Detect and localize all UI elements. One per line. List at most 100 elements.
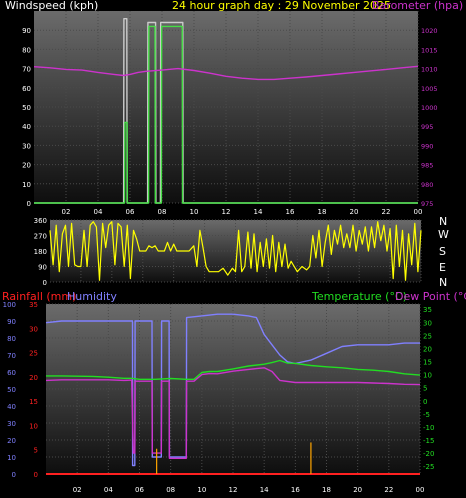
humidity-y-tick-label: 80 — [7, 335, 16, 343]
temp-x-tick-label: 14 — [260, 486, 269, 494]
temp-x-tick-label: 04 — [104, 486, 113, 494]
series-gust — [34, 25, 418, 204]
barometer-y-tick-label: 1000 — [421, 104, 438, 112]
direction-y-tick-label: 270 — [34, 233, 47, 241]
series-wind-direction — [49, 221, 422, 281]
wind-x-tick-label: 20 — [350, 208, 359, 216]
humidity-y-tick-label: 30 — [7, 420, 16, 428]
wind-x-tick-label: 22 — [382, 208, 391, 216]
humidity-y-tick-label: 40 — [7, 403, 16, 411]
direction-y-tick-label: 90 — [38, 264, 47, 272]
temperature-y-tick-label: -20 — [423, 450, 434, 458]
barometer-y-tick-label: 995 — [421, 123, 433, 131]
temperature-y-tick-label: 5 — [423, 385, 427, 393]
temperature-y-tick-label: -15 — [423, 437, 434, 445]
compass-e: E — [439, 261, 446, 274]
wind-x-tick-label: 16 — [286, 208, 295, 216]
wind-x-tick-label: 04 — [94, 208, 103, 216]
temp-x-tick-label: 08 — [166, 486, 175, 494]
humidity-y-tick-label: 10 — [7, 454, 16, 462]
barometer-y-tick-label: 1015 — [421, 46, 438, 54]
windspeed-axis-label: Windspeed (kph) — [5, 0, 98, 12]
series-dew-point-c — [45, 367, 421, 459]
windspeed-y-tick-label: 0 — [27, 200, 31, 208]
rainfall-y-tick-label: 15 — [29, 398, 38, 406]
wind-x-tick-label: 10 — [190, 208, 199, 216]
humidity-y-tick-label: 60 — [7, 369, 16, 377]
windspeed-y-tick-label: 80 — [22, 46, 31, 54]
compass-n-bottom: N — [439, 276, 447, 289]
temp-x-tick-label: 02 — [73, 486, 82, 494]
barometer-y-tick-label: 985 — [421, 162, 433, 170]
temperature-y-tick-label: 30 — [423, 319, 432, 327]
rainfall-y-tick-label: 25 — [29, 350, 38, 358]
humidity-y-tick-label: 50 — [7, 386, 16, 394]
dewpoint-axis-label: Dew Point (°C) — [395, 290, 466, 303]
series-barometer — [33, 65, 419, 81]
temp-x-tick-label: 12 — [229, 486, 238, 494]
wind-x-tick-label: 14 — [254, 208, 263, 216]
rainfall-y-tick-label: 10 — [29, 422, 38, 430]
humidity-y-tick-label: 100 — [3, 301, 16, 309]
windspeed-y-tick-label: 70 — [22, 66, 31, 74]
windspeed-y-tick-label: 40 — [22, 123, 31, 131]
wind-x-tick-label: 18 — [318, 208, 327, 216]
barometer-y-tick-label: 975 — [421, 200, 433, 208]
temperature-y-tick-label: -10 — [423, 424, 434, 432]
temp-x-tick-label: 22 — [384, 486, 393, 494]
barometer-y-tick-label: 1005 — [421, 85, 438, 93]
temperature-axis-label: Temperature (°C) — [311, 290, 407, 303]
windspeed-y-tick-label: 10 — [22, 181, 31, 189]
humidity-y-tick-label: 0 — [12, 471, 16, 479]
temp-x-tick-label: 20 — [353, 486, 362, 494]
humidity-axis-label: Humidity — [67, 290, 117, 303]
direction-y-tick-label: 360 — [34, 217, 47, 225]
temp-x-tick-label: 16 — [291, 486, 300, 494]
temperature-y-tick-label: 0 — [423, 398, 427, 406]
wind-x-tick-label: 08 — [158, 208, 167, 216]
rainfall-y-tick-label: 35 — [29, 301, 38, 309]
humidity-y-tick-label: 20 — [7, 437, 16, 445]
compass-s: S — [439, 245, 446, 258]
direction-y-tick-label: 0 — [43, 279, 47, 287]
humidity-y-tick-label: 90 — [7, 318, 16, 326]
barometer-y-tick-label: 980 — [421, 181, 433, 189]
temp-x-tick-label: 00 — [416, 486, 425, 494]
temp-x-tick-label: 06 — [135, 486, 144, 494]
wind-x-tick-label: 12 — [222, 208, 231, 216]
windspeed-y-tick-label: 60 — [22, 85, 31, 93]
wind-x-tick-label: 00 — [414, 208, 423, 216]
series-windspeed — [34, 18, 418, 204]
temperature-y-tick-label: 20 — [423, 345, 432, 353]
temperature-y-tick-label: -5 — [423, 411, 430, 419]
barometer-y-tick-label: 990 — [421, 142, 433, 150]
graph-title: 24 hour graph day : 29 November 2025 — [172, 0, 391, 12]
windspeed-y-tick-label: 30 — [22, 142, 31, 150]
temp-x-tick-label: 10 — [197, 486, 206, 494]
temperature-y-tick-label: 35 — [423, 306, 432, 314]
windspeed-y-tick-label: 90 — [22, 27, 31, 35]
wind-x-tick-label: 06 — [126, 208, 135, 216]
windspeed-y-tick-label: 50 — [22, 104, 31, 112]
compass-w: W — [438, 228, 449, 241]
temperature-y-tick-label: 10 — [423, 372, 432, 380]
barometer-axis-label: Barometer (hpa) — [372, 0, 463, 12]
rainfall-y-tick-label: 20 — [29, 374, 38, 382]
windspeed-y-tick-label: 20 — [22, 162, 31, 170]
temperature-y-tick-label: 25 — [423, 332, 432, 340]
direction-y-tick-label: 180 — [34, 248, 47, 256]
rainfall-y-tick-label: 5 — [34, 447, 38, 455]
series-humidity — [45, 313, 420, 467]
barometer-y-tick-label: 1010 — [421, 66, 438, 74]
temp-x-tick-label: 18 — [322, 486, 331, 494]
temperature-y-tick-label: 15 — [423, 359, 432, 367]
humidity-y-tick-label: 70 — [7, 352, 16, 360]
wind-x-tick-label: 02 — [62, 208, 71, 216]
rainfall-y-tick-label: 0 — [34, 471, 38, 479]
rainfall-y-tick-label: 30 — [29, 325, 38, 333]
chart-marks — [33, 18, 422, 475]
temperature-y-tick-label: -25 — [423, 463, 434, 471]
